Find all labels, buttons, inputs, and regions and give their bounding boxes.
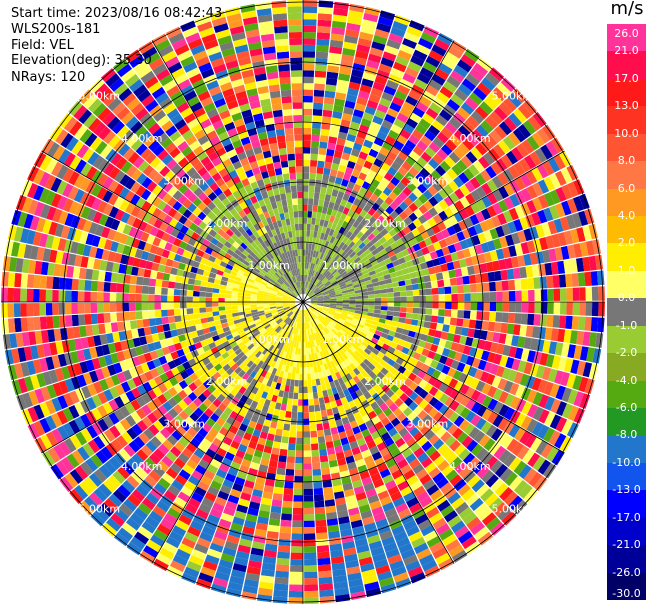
- azimuth-spoke: [302, 301, 565, 454]
- azimuth-spoke: [41, 150, 304, 303]
- azimuth-spoke: [151, 301, 304, 564]
- colorbar-tick-label: 13.0: [614, 99, 639, 113]
- colorbar-cell: [607, 353, 646, 382]
- range-label: 1.00km: [322, 259, 364, 272]
- colorbar-cell: [607, 380, 646, 409]
- range-label: 2.00km: [206, 217, 248, 230]
- colorbar-tick-label: -1.0: [615, 318, 638, 332]
- colorbar-tick-label: 1.0: [617, 263, 636, 277]
- colorbar-tick-label: 4.0: [617, 209, 636, 222]
- range-label: 2.00km: [206, 375, 248, 388]
- colorbar-tick-label: 10.0: [614, 126, 639, 140]
- range-label: 5.00km: [79, 502, 121, 515]
- colorbar-tick-label: -10.0: [612, 455, 641, 469]
- colorbar-unit: m/s: [610, 0, 644, 19]
- azimuth-spoke: [302, 301, 455, 564]
- range-label: 1.00km: [248, 333, 290, 346]
- range-label: 4.00km: [449, 132, 491, 145]
- range-label: 1.00km: [322, 333, 364, 346]
- colorbar-tick-label: -6.0: [615, 401, 638, 414]
- colorbar-cell: [607, 572, 646, 601]
- colorbar-tick-label: -17.0: [612, 510, 641, 524]
- colorbar-cell: [607, 325, 646, 354]
- range-label: 3.00km: [163, 418, 205, 431]
- range-label: 3.00km: [407, 174, 449, 187]
- colorbar-cell: [607, 270, 646, 299]
- colorbar-tick-label: -4.0: [615, 373, 638, 387]
- colorbar-cell: [607, 188, 646, 217]
- azimuth-spoke: [41, 301, 304, 454]
- colorbar-tick-label: 0.0: [617, 291, 636, 305]
- range-label: 3.00km: [407, 418, 449, 431]
- colorbar-cell: [607, 243, 646, 272]
- range-label: 1.00km: [248, 259, 290, 272]
- colorbar-tick-label: 17.0: [614, 71, 639, 85]
- azimuth-spoke: [151, 40, 304, 303]
- colorbar-tick-label: -2.0: [615, 346, 638, 360]
- colorbar-cell: [607, 517, 646, 546]
- colorbar-cell: [607, 490, 646, 519]
- velocity-gates: [1, 0, 605, 604]
- colorbar-tick-label: 21.0: [614, 44, 639, 58]
- elevation-label: Elevation(deg): 35.30: [11, 53, 152, 68]
- colorbar-tick-label: -8.0: [615, 428, 638, 442]
- start-time-label: Start time: 2023/08/16 08:42:43: [11, 6, 223, 21]
- colorbar-cell: [607, 133, 646, 162]
- colorbar-cell: [607, 408, 646, 436]
- colorbar-cell: [607, 161, 646, 190]
- colorbar: 26.0 21.0 17.0 13.0 10.0 8.0 6.0 4.0 2.0 1.0 0.0 -1…: [607, 24, 646, 601]
- range-label: 4.00km: [121, 460, 163, 473]
- range-label: 5.00km: [491, 90, 533, 103]
- colorbar-tick-label: -21.0: [612, 538, 641, 552]
- range-label: 5.00km: [491, 502, 533, 515]
- azimuth-spoke: [302, 40, 455, 303]
- colorbar-cell: [607, 216, 646, 244]
- azimuth-spoke: [302, 150, 565, 303]
- colorbar-tick-label: 2.0: [617, 236, 636, 250]
- range-label: 2.00km: [364, 217, 406, 230]
- colorbar-cell: [607, 106, 646, 135]
- colorbar-tick-label: -30.0: [612, 587, 641, 600]
- colorbar-cell: [607, 78, 646, 107]
- range-label: 2.00km: [364, 375, 406, 388]
- colorbar-tick-label: 6.0: [617, 181, 636, 195]
- range-label: 5.00km: [79, 90, 121, 103]
- nrays-label: NRays: 120: [11, 70, 86, 85]
- range-label: 3.00km: [163, 174, 205, 187]
- instrument-label: WLS200s-181: [11, 22, 101, 37]
- colorbar-cell: [607, 51, 646, 80]
- colorbar-tick-label: -26.0: [612, 565, 641, 579]
- colorbar-tick-label: -13.0: [612, 483, 641, 497]
- colorbar-cell: [607, 545, 646, 574]
- colorbar-tick-label: 8.0: [617, 154, 636, 168]
- field-label: Field: VEL: [11, 38, 74, 53]
- colorbar-cell: [607, 462, 646, 491]
- colorbar-cell: [607, 24, 646, 52]
- range-label: 4.00km: [449, 460, 491, 473]
- colorbar-cell: [607, 435, 646, 464]
- range-label: 4.00km: [121, 132, 163, 145]
- colorbar-cell: [607, 298, 646, 327]
- colorbar-tick-label: 26.0: [614, 27, 639, 40]
